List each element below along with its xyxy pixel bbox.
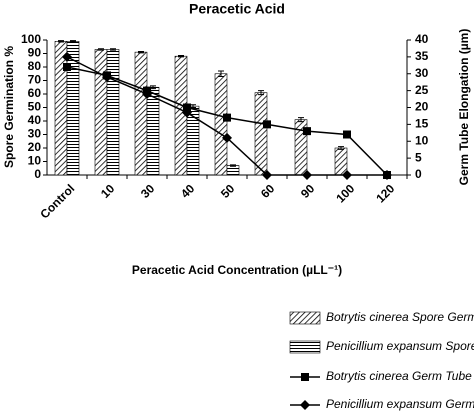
marker xyxy=(301,373,309,381)
marker xyxy=(63,63,71,71)
legend-label: Botrytis cinerea Spore Germination xyxy=(326,310,474,324)
x-tick-label: Control xyxy=(37,181,77,221)
error-bar xyxy=(70,40,76,43)
y-tick-label: 50 xyxy=(28,100,42,114)
error-bar xyxy=(110,48,116,51)
x-tick-label: 40 xyxy=(178,181,198,201)
x-tick-label: 90 xyxy=(298,181,318,201)
y2-tick-label: 20 xyxy=(415,100,429,114)
error-bar xyxy=(258,90,264,96)
marker xyxy=(342,170,352,180)
marker xyxy=(182,107,192,118)
error-bar xyxy=(58,40,64,43)
marker xyxy=(183,103,191,112)
legend-swatch xyxy=(289,340,321,354)
bar xyxy=(94,49,108,176)
y2-axis-title: Germ Tube Elongation (µm) xyxy=(457,29,471,186)
marker xyxy=(222,132,232,143)
y2-tick-label: 0 xyxy=(415,167,422,181)
y2-tick-label: 35 xyxy=(415,49,429,63)
marker xyxy=(263,120,271,129)
y-tick-label: 20 xyxy=(28,140,42,154)
y-tick-label: 70 xyxy=(28,73,42,87)
error-bar xyxy=(218,70,224,77)
marker xyxy=(343,130,351,139)
x-tick-label: 30 xyxy=(138,181,158,201)
y2-tick-label: 15 xyxy=(415,117,429,131)
error-bar xyxy=(98,48,104,51)
x-tick-label: 60 xyxy=(258,181,278,201)
legend-label: Botrytis cinerea Germ Tube Elongation xyxy=(326,369,474,383)
y-tick-label: 80 xyxy=(28,59,42,73)
x-tick-label: 100 xyxy=(333,181,357,205)
x-tick-label: 50 xyxy=(218,181,238,201)
error-bar xyxy=(178,55,184,58)
bar xyxy=(106,49,120,176)
marker xyxy=(62,51,72,62)
bar xyxy=(214,73,228,176)
error-bar xyxy=(230,164,236,167)
y-tick-label: 30 xyxy=(28,127,42,141)
bar xyxy=(334,147,348,176)
y-axis-title: Spore Germination % xyxy=(2,46,16,168)
y-tick-label: 0 xyxy=(34,167,41,181)
marker xyxy=(302,170,312,180)
y2-tick-label: 10 xyxy=(415,133,429,147)
bar xyxy=(146,86,160,176)
bar xyxy=(54,41,68,176)
y2-tick-label: 40 xyxy=(415,32,429,46)
legend-label: Penicillium expansum Germ Tube Elongatio… xyxy=(326,397,474,411)
legend-label: Penicillium expansum Spore Germination xyxy=(326,339,474,353)
marker xyxy=(223,113,231,122)
y-tick-label: 40 xyxy=(28,113,42,127)
marker xyxy=(102,72,112,83)
y-tick-label: 10 xyxy=(28,154,42,168)
error-bar xyxy=(138,50,144,54)
chart-title: Peracetic Acid xyxy=(189,1,285,17)
x-axis-title: Peracetic Acid Concentration (µLL⁻¹) xyxy=(132,263,342,277)
error-bar xyxy=(338,146,344,150)
marker xyxy=(303,127,311,136)
error-bar xyxy=(298,117,304,123)
legend-swatch xyxy=(289,311,321,325)
bar xyxy=(226,165,240,176)
bar xyxy=(254,92,268,176)
marker xyxy=(382,170,392,180)
y2-tick-label: 25 xyxy=(415,83,429,97)
x-tick-label: 120 xyxy=(373,181,397,205)
marker xyxy=(142,89,152,99)
y-tick-label: 90 xyxy=(28,46,42,60)
marker xyxy=(262,170,272,180)
x-tick-label: 10 xyxy=(98,181,118,201)
y2-tick-label: 5 xyxy=(415,150,422,164)
y-tick-label: 100 xyxy=(21,32,41,46)
y2-tick-label: 30 xyxy=(415,66,429,80)
bar xyxy=(134,51,148,176)
y-tick-label: 60 xyxy=(28,86,42,100)
marker xyxy=(300,400,310,410)
